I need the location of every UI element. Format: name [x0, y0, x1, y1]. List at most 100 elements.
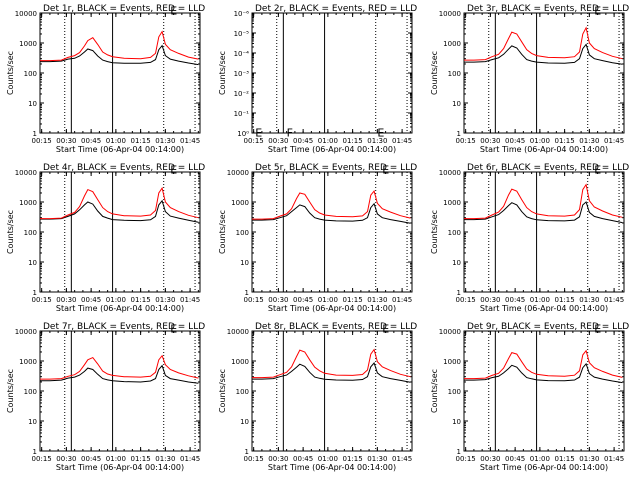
- x-tick-label: 00:45: [81, 137, 101, 145]
- x-tick-label: 00:30: [56, 455, 76, 463]
- x-tick-label: 01:30: [579, 296, 599, 304]
- series-line-events: [464, 362, 623, 384]
- panel-1: Det 1r, BLACK = Events, RED = LLD 1 10 100 1…: [6, 4, 205, 154]
- series-line-lld: [464, 26, 623, 61]
- y-axis-label: Counts/sec: [6, 210, 15, 254]
- y-tick-label: 1: [457, 448, 461, 456]
- y-axis-label: Counts/sec: [218, 369, 227, 413]
- y-tick-label: 10000: [439, 169, 461, 177]
- y-tick-label: 10⁻³: [234, 70, 250, 78]
- y-tick-label: 1: [245, 448, 249, 456]
- panel-title: Det 6r, BLACK = Events, RED = LLD: [467, 163, 629, 173]
- panel-title: Det 2r, BLACK = Events, RED = LLD: [255, 4, 417, 14]
- flag-label: F: [287, 127, 293, 140]
- y-tick-label: 1000: [443, 40, 461, 48]
- x-tick-label: 01:30: [155, 455, 175, 463]
- y-tick-label: 1000: [443, 199, 461, 207]
- y-tick-label: 1000: [231, 358, 249, 366]
- x-tick-label: 01:30: [367, 296, 387, 304]
- x-axis-label: Start Time (06-Apr-04 00:14:00): [56, 304, 184, 313]
- x-tick-label: 00:30: [268, 137, 288, 145]
- series-line-events: [40, 44, 199, 66]
- x-tick-label: 00:45: [293, 296, 313, 304]
- x-tick-label: 01:00: [530, 455, 550, 463]
- panel-title: Det 5r, BLACK = Events, RED = LLD: [255, 163, 417, 173]
- y-axis-label: Counts/sec: [430, 210, 439, 254]
- series-line-events: [252, 202, 411, 224]
- x-tick-label: 00:15: [32, 137, 52, 145]
- axes-frame: [463, 330, 625, 452]
- x-tick-label: 01:30: [155, 137, 175, 145]
- flag-label: E: [382, 322, 389, 335]
- y-tick-label: 10: [452, 259, 461, 267]
- x-tick-label: 01:30: [367, 455, 387, 463]
- y-axis-label: Counts/sec: [218, 51, 227, 95]
- x-tick-label: 01:45: [604, 137, 624, 145]
- flag-label: E: [170, 322, 177, 335]
- x-tick-label: 00:15: [244, 296, 264, 304]
- flag-label: E: [255, 127, 262, 140]
- x-tick-label: 01:00: [106, 137, 126, 145]
- x-tick-label: 01:45: [604, 455, 624, 463]
- y-axis-label: Counts/sec: [430, 51, 439, 95]
- x-tick-label: 00:30: [268, 455, 288, 463]
- x-tick-label: 00:45: [293, 137, 313, 145]
- series-line-lld: [40, 186, 199, 220]
- x-axis-label: Start Time (06-Apr-04 00:14:00): [480, 463, 608, 472]
- x-tick-label: 01:15: [131, 137, 151, 145]
- y-tick-label: 1000: [443, 358, 461, 366]
- series-line-lld: [252, 190, 411, 220]
- panel-title: Det 8r, BLACK = Events, RED = LLD: [255, 322, 417, 332]
- panel-title: Det 4r, BLACK = Events, RED = LLD: [43, 163, 205, 173]
- y-tick-label: 10000: [15, 10, 37, 18]
- y-tick-label: 10000: [15, 169, 37, 177]
- x-tick-label: 01:45: [392, 455, 412, 463]
- panel-9: Det 9r, BLACK = Events, RED = LLD 1 10 100 1…: [430, 322, 629, 472]
- y-tick-label: 1: [33, 448, 37, 456]
- x-tick-label: 00:30: [56, 296, 76, 304]
- x-tick-label: 00:15: [456, 137, 476, 145]
- panel-8: Det 8r, BLACK = Events, RED = LLD 1 10 100 1…: [218, 322, 417, 472]
- series-line-events: [40, 199, 199, 223]
- y-tick-label: 10: [452, 100, 461, 108]
- x-tick-label: 00:15: [456, 296, 476, 304]
- y-tick-label: 1: [33, 289, 37, 297]
- y-tick-label: 10000: [439, 10, 461, 18]
- y-tick-label: 10: [240, 259, 249, 267]
- y-tick-label: 1000: [19, 40, 37, 48]
- y-tick-label: 10⁻⁵: [234, 30, 250, 38]
- y-tick-label: 1: [457, 130, 461, 138]
- x-tick-label: 00:45: [293, 455, 313, 463]
- x-tick-label: 00:15: [32, 296, 52, 304]
- x-tick-label: 01:15: [343, 137, 363, 145]
- axes-frame: [39, 12, 201, 134]
- y-tick-label: 100: [236, 388, 249, 396]
- panel-5: Det 5r, BLACK = Events, RED = LLD 1 10 100 1…: [218, 163, 417, 313]
- flag-label: E: [382, 163, 389, 176]
- series-line-events: [464, 43, 623, 65]
- x-tick-label: 00:45: [81, 455, 101, 463]
- x-tick-label: 00:15: [244, 137, 264, 145]
- panel-title: Det 9r, BLACK = Events, RED = LLD: [467, 322, 629, 332]
- flag-label: E: [594, 163, 601, 176]
- axes-frame: [251, 330, 413, 452]
- y-tick-label: 10⁰: [237, 130, 249, 138]
- y-tick-label: 1000: [231, 199, 249, 207]
- y-tick-label: 10000: [15, 328, 37, 336]
- x-tick-label: 00:30: [268, 296, 288, 304]
- y-tick-label: 10⁻¹: [234, 110, 250, 118]
- axes-frame: [39, 171, 201, 293]
- series-line-lld: [40, 30, 199, 62]
- x-tick-label: 01:15: [555, 455, 575, 463]
- flag-label: E: [170, 163, 177, 176]
- series-line-events: [252, 362, 411, 383]
- y-tick-label: 1: [245, 289, 249, 297]
- x-tick-label: 01:15: [343, 296, 363, 304]
- x-tick-label: 01:15: [555, 137, 575, 145]
- x-tick-label: 01:45: [180, 137, 200, 145]
- x-tick-label: 01:00: [318, 137, 338, 145]
- series-line-lld: [464, 349, 623, 380]
- axes-frame: [251, 12, 413, 134]
- x-tick-label: 00:45: [81, 296, 101, 304]
